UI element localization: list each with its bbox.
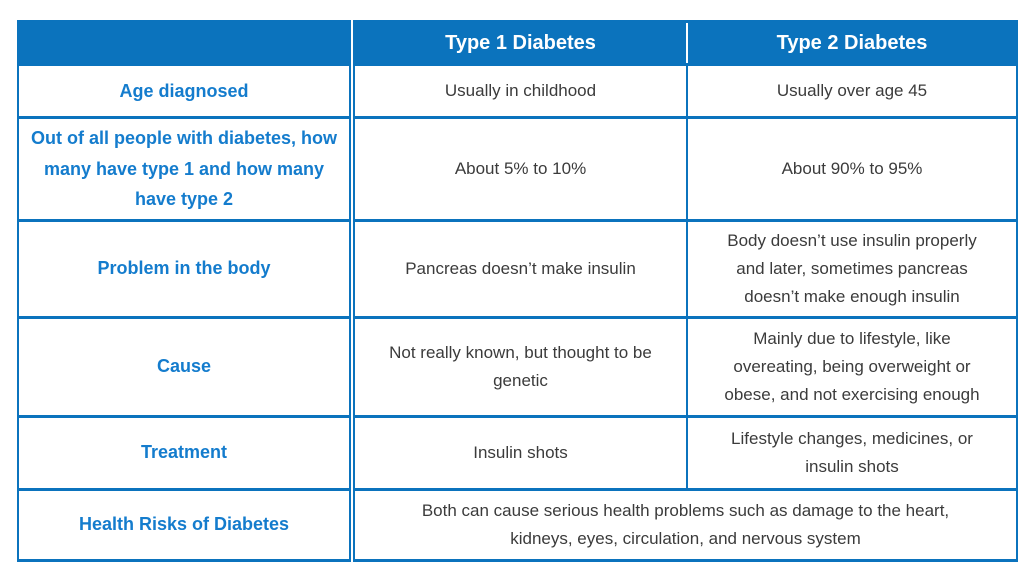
cell-type1-problem: Pancreas doesn’t make insulin — [353, 218, 688, 319]
cell-type2-prevalence: About 90% to 95% — [686, 116, 1018, 222]
cell-type2-cause: Mainly due to lifestyle, like overeating… — [686, 315, 1018, 418]
cell-health-risks-merged: Both can cause serious health problems s… — [353, 487, 1018, 562]
table-row: Out of all people with diabetes, how man… — [17, 116, 1018, 222]
column-gap — [350, 220, 354, 318]
header-type1-diabetes: Type 1 Diabetes — [353, 20, 688, 66]
column-gap — [350, 416, 354, 490]
diabetes-comparison-table: Type 1 Diabetes Type 2 Diabetes Age diag… — [17, 20, 1018, 562]
header-row: Type 1 Diabetes Type 2 Diabetes — [17, 20, 1018, 66]
row-label-prevalence: Out of all people with diabetes, how man… — [17, 116, 351, 222]
column-gap — [350, 489, 354, 561]
cell-type1-treatment: Insulin shots — [353, 414, 688, 491]
table-row: Age diagnosed Usually in childhood Usual… — [17, 63, 1018, 119]
header-corner-cell — [17, 20, 351, 66]
cell-type1-age: Usually in childhood — [353, 63, 688, 119]
table-row: Health Risks of Diabetes Both can cause … — [17, 487, 1018, 562]
cell-type2-age: Usually over age 45 — [686, 63, 1018, 119]
column-gap — [350, 117, 354, 221]
table-row: Problem in the body Pancreas doesn’t mak… — [17, 218, 1018, 319]
page: Type 1 Diabetes Type 2 Diabetes Age diag… — [17, 20, 1018, 562]
cell-type2-problem: Body doesn’t use insulin properly and la… — [686, 218, 1018, 319]
row-label-health-risks: Health Risks of Diabetes — [17, 487, 351, 562]
row-label-age-diagnosed: Age diagnosed — [17, 63, 351, 119]
column-gap — [350, 317, 354, 417]
row-label-problem-in-body: Problem in the body — [17, 218, 351, 319]
table-row: Treatment Insulin shots Lifestyle change… — [17, 414, 1018, 491]
cell-type2-treatment: Lifestyle changes, medicines, or insulin… — [686, 414, 1018, 491]
cell-type1-cause: Not really known, but thought to be gene… — [353, 315, 688, 418]
header-type2-diabetes: Type 2 Diabetes — [686, 20, 1018, 66]
column-gap — [350, 64, 354, 118]
cell-type1-prevalence: About 5% to 10% — [353, 116, 688, 222]
column-gap — [350, 21, 354, 65]
table-row: Cause Not really known, but thought to b… — [17, 315, 1018, 418]
row-label-cause: Cause — [17, 315, 351, 418]
row-label-treatment: Treatment — [17, 414, 351, 491]
